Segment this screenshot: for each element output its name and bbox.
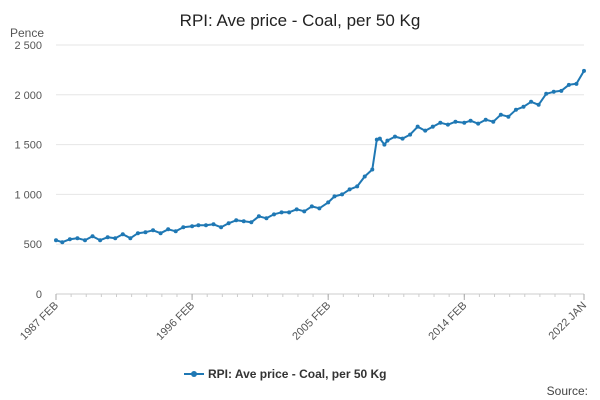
data-point[interactable] [98,238,103,243]
data-point[interactable] [143,230,148,235]
data-point[interactable] [326,200,331,205]
data-point[interactable] [468,118,473,123]
x-tick-label: 1987 FEB [18,300,61,343]
data-point[interactable] [340,192,345,197]
data-point[interactable] [196,223,201,228]
x-tick-label: 2022 JAN [546,300,589,343]
data-point[interactable] [430,124,435,129]
data-point[interactable] [374,137,379,142]
data-point[interactable] [82,238,87,243]
series-line [55,70,585,244]
data-point[interactable] [347,187,352,192]
source-label: Source: [547,384,588,398]
data-point[interactable] [400,136,405,141]
x-tick-label: 2005 FEB [290,300,333,343]
data-point[interactable] [272,212,277,217]
data-point[interactable] [60,240,65,245]
data-point[interactable] [249,220,254,225]
data-point[interactable] [90,234,95,239]
data-point[interactable] [574,81,579,86]
data-point[interactable] [498,112,503,117]
data-point[interactable] [203,223,208,228]
data-point[interactable] [392,134,397,139]
data-point[interactable] [377,136,382,141]
data-point[interactable] [462,120,467,125]
y-tick-label: 1 500 [14,140,42,152]
data-point[interactable] [309,204,314,209]
data-point[interactable] [302,209,307,214]
data-point[interactable] [264,216,269,221]
data-point[interactable] [415,124,420,129]
data-point[interactable] [513,107,518,112]
data-point[interactable] [559,88,564,93]
data-point[interactable] [219,225,224,230]
data-point[interactable] [408,132,413,137]
legend-label: RPI: Ave price - Coal, per 50 Kg [208,367,387,381]
data-point[interactable] [105,235,110,240]
y-tick-label: 2 000 [14,90,42,102]
data-point[interactable] [158,231,163,236]
data-point[interactable] [529,99,534,104]
data-point[interactable] [279,210,284,215]
series-group [54,68,586,245]
data-point[interactable] [241,219,246,224]
data-point[interactable] [317,206,322,211]
data-point[interactable] [544,91,549,96]
data-point[interactable] [75,236,80,241]
data-point[interactable] [453,119,458,124]
data-point[interactable] [120,232,125,237]
data-point[interactable] [211,222,216,227]
data-point[interactable] [445,122,450,127]
data-point[interactable] [332,194,337,199]
data-point[interactable] [506,114,511,119]
data-point[interactable] [234,218,239,223]
data-point[interactable] [385,138,390,143]
data-point[interactable] [362,174,367,179]
data-point[interactable] [476,121,481,126]
data-point[interactable] [491,119,496,124]
y-axis-ticks: 0 500 1 000 1 500 2 000 2 500 [14,40,42,301]
data-point[interactable] [566,82,571,87]
data-point[interactable] [173,229,178,234]
data-point[interactable] [54,238,58,243]
data-point[interactable] [226,221,231,226]
data-point[interactable] [113,236,118,241]
y-tick-label: 1 000 [14,189,42,201]
gridlines [56,44,584,295]
data-point[interactable] [382,142,387,147]
data-point[interactable] [355,184,360,189]
y-axis-unit-label: Pence [10,26,44,40]
x-tick-label: 1996 FEB [154,300,197,343]
data-point[interactable] [483,117,488,122]
data-point[interactable] [256,214,261,219]
x-axis: 1987 FEB 1996 FEB 2005 FEB 2014 FEB 2022 JAN [18,293,589,343]
data-point[interactable] [190,224,195,229]
data-point[interactable] [423,128,428,133]
chart-title: RPI: Ave price - Coal, per 50 Kg [180,11,421,30]
data-point[interactable] [521,104,526,109]
data-point[interactable] [166,227,171,232]
data-point[interactable] [67,237,72,242]
legend[interactable]: RPI: Ave price - Coal, per 50 Kg [184,367,387,381]
data-point[interactable] [294,207,299,212]
data-point[interactable] [551,89,556,94]
x-tick-label: 2014 FEB [426,300,469,343]
data-point[interactable] [438,120,443,125]
y-tick-label: 500 [24,239,42,251]
data-point[interactable] [582,68,586,73]
data-point[interactable] [151,228,156,233]
legend-marker-swatch [191,371,197,377]
data-point[interactable] [135,231,140,236]
y-tick-label: 0 [36,289,42,301]
data-point[interactable] [287,210,292,215]
data-point[interactable] [181,225,186,230]
data-point[interactable] [370,167,375,172]
y-tick-label: 2 500 [14,40,42,52]
data-point[interactable] [128,236,133,241]
data-point[interactable] [536,102,541,107]
